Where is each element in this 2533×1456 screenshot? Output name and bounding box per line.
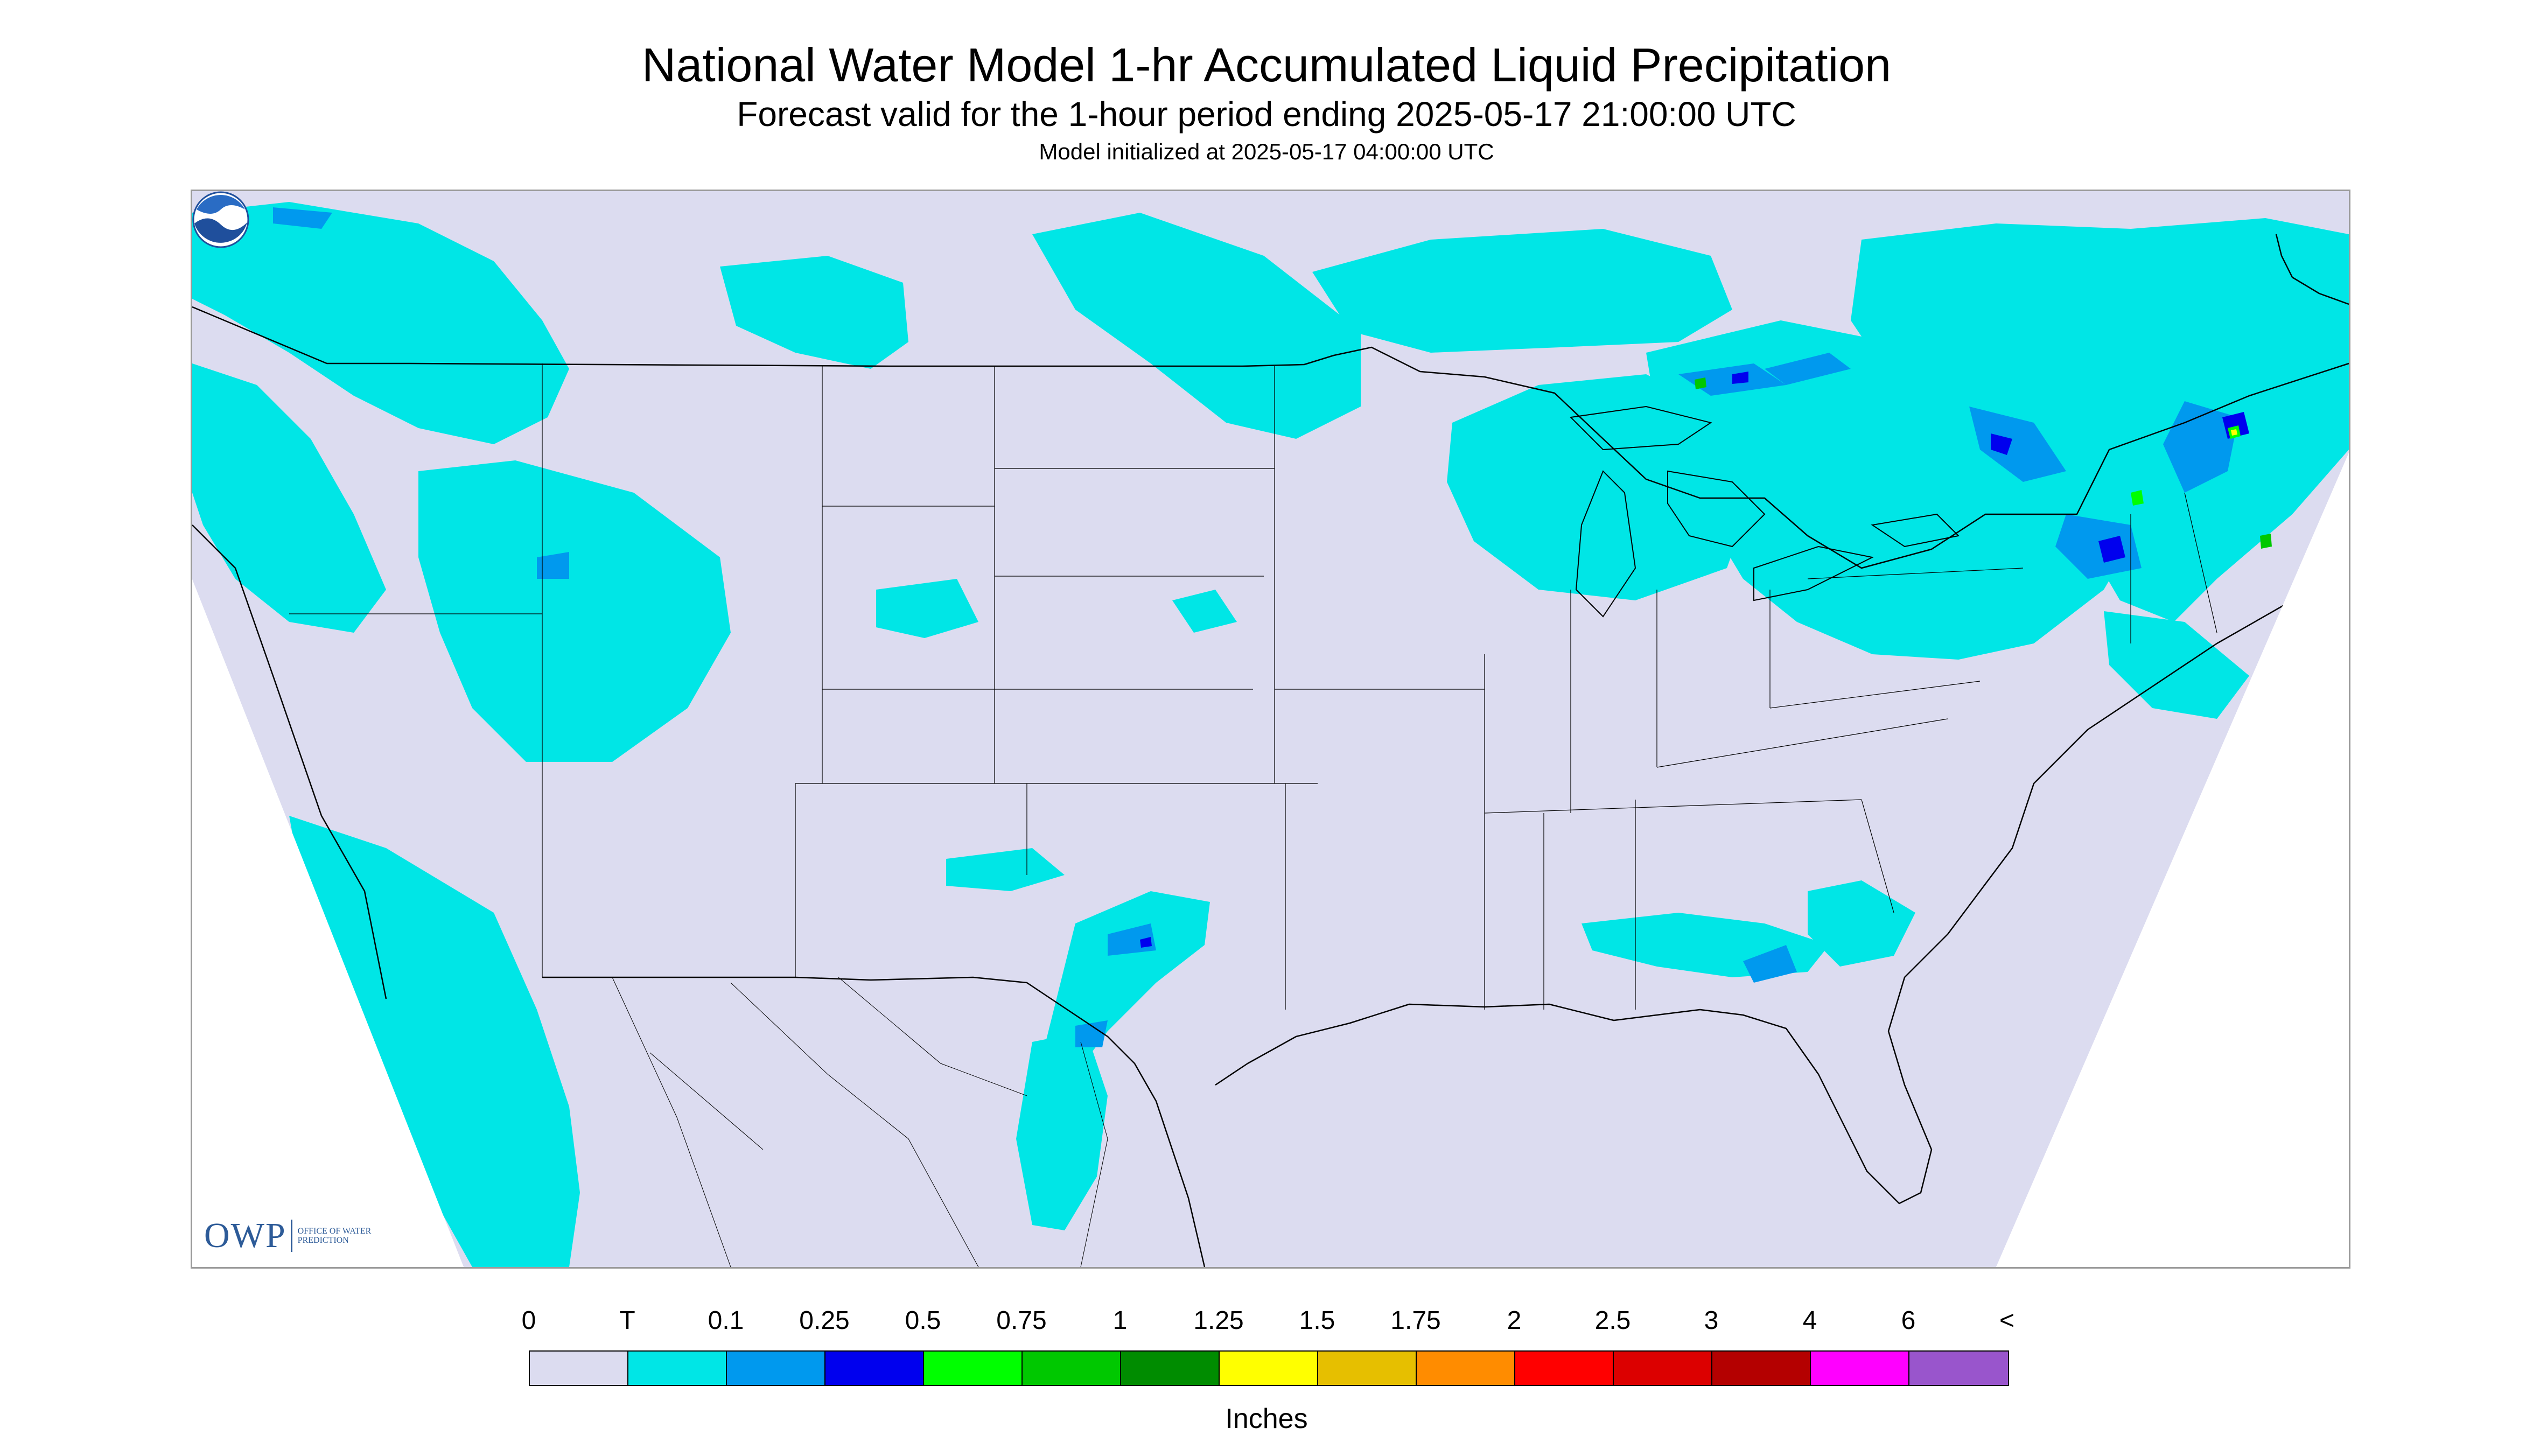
legend-swatch bbox=[628, 1352, 727, 1385]
legend-swatch bbox=[1909, 1352, 2008, 1385]
legend-units: Inches bbox=[1225, 1403, 1308, 1434]
legend-label: < bbox=[1999, 1306, 2015, 1335]
owp-logo: OWP OFFICE OF WATER PREDICTION bbox=[204, 1215, 379, 1256]
legend-label: 1.75 bbox=[1390, 1306, 1441, 1335]
legend-color-bar bbox=[529, 1350, 2009, 1386]
mexico-state-boundaries bbox=[612, 977, 1108, 1267]
legend-swatch bbox=[1614, 1352, 1712, 1385]
legend-label: 0.75 bbox=[996, 1306, 1047, 1335]
legend-label: T bbox=[619, 1306, 635, 1335]
legend-labels: 0 T 0.1 0.25 0.5 0.75 1 1.25 1.5 1.75 2 2.5 3 4 6 < bbox=[522, 1306, 2015, 1338]
state-boundaries bbox=[289, 363, 2217, 1010]
legend-label: 6 bbox=[1901, 1306, 1916, 1335]
legend-swatch bbox=[530, 1352, 628, 1385]
legend-label: 0.5 bbox=[905, 1306, 941, 1335]
legend-label: 1.25 bbox=[1193, 1306, 1244, 1335]
precipitation-map[interactable]: OWP OFFICE OF WATER PREDICTION NOAA bbox=[191, 190, 2350, 1269]
legend-swatch bbox=[825, 1352, 924, 1385]
legend-label: 0.25 bbox=[799, 1306, 850, 1335]
precip-trace-areas bbox=[192, 202, 2349, 1267]
legend-label: 4 bbox=[1802, 1306, 1817, 1335]
precip-moderate-areas bbox=[1695, 377, 2272, 549]
legend-label: 2.5 bbox=[1594, 1306, 1631, 1335]
map-subtitle: Forecast valid for the 1-hour period end… bbox=[737, 95, 1796, 134]
legend-label: 0.1 bbox=[708, 1306, 744, 1335]
legend-label: 0 bbox=[521, 1306, 536, 1335]
owp-logo-divider bbox=[290, 1220, 292, 1252]
owp-logo-subtitle: OFFICE OF WATER PREDICTION bbox=[297, 1227, 372, 1245]
legend-label: 1.5 bbox=[1299, 1306, 1335, 1335]
legend-label: 2 bbox=[1507, 1306, 1522, 1335]
model-init-note: Model initialized at 2025-05-17 04:00:00… bbox=[1039, 139, 1494, 164]
map-canvas bbox=[192, 191, 2349, 1267]
map-title: National Water Model 1-hr Accumulated Li… bbox=[641, 38, 1892, 92]
legend-label: 3 bbox=[1704, 1306, 1719, 1335]
legend-swatch bbox=[1712, 1352, 1811, 1385]
noaa-logo-text: NOAA bbox=[2307, 1221, 2329, 1229]
legend-swatch bbox=[1220, 1352, 1318, 1385]
legend-swatch bbox=[1318, 1352, 1417, 1385]
owp-logo-mark: OWP bbox=[204, 1216, 286, 1255]
outside-domain-right bbox=[1996, 453, 2349, 1267]
outside-domain-left bbox=[192, 579, 464, 1267]
legend-swatch bbox=[727, 1352, 825, 1385]
legend-swatch bbox=[1417, 1352, 1515, 1385]
legend-swatch bbox=[1515, 1352, 1614, 1385]
great-lakes bbox=[1569, 405, 1960, 618]
national-boundaries bbox=[192, 234, 2349, 1267]
legend-swatch bbox=[924, 1352, 1023, 1385]
legend-swatch bbox=[1811, 1352, 1909, 1385]
legend-swatch bbox=[1023, 1352, 1121, 1385]
noaa-logo-icon bbox=[192, 191, 249, 248]
legend-swatch bbox=[1121, 1352, 1220, 1385]
legend-label: 1 bbox=[1112, 1306, 1128, 1335]
